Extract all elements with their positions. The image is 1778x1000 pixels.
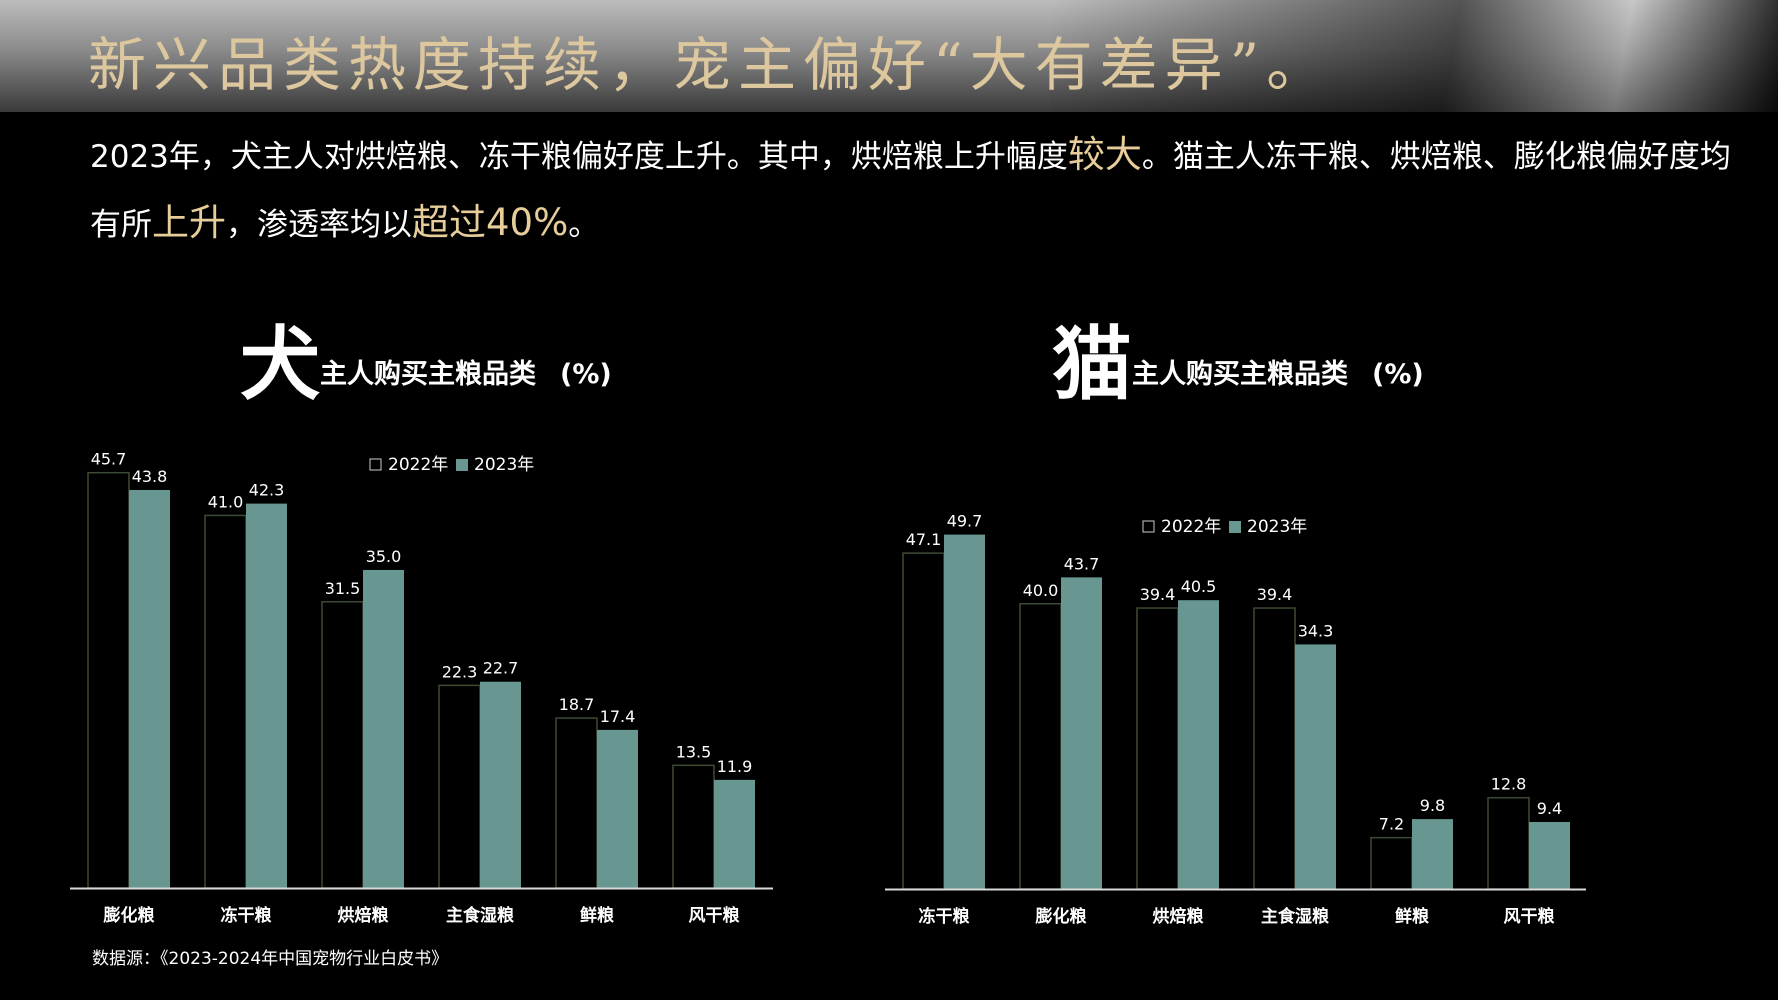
dog-bar-2022-1 bbox=[204, 514, 247, 889]
dog-category-label-2: 烘焙粮 bbox=[338, 905, 389, 926]
intro-text-3: ，渗透率均以 bbox=[226, 207, 412, 243]
dog-label-2023-5: 11.9 bbox=[717, 757, 753, 776]
cat-legend-swatch-2022 bbox=[1142, 520, 1155, 533]
cat-bar-2023-5 bbox=[1529, 821, 1570, 889]
cat-label-2022-2: 39.4 bbox=[1140, 585, 1176, 604]
cat-label-2022-1: 40.0 bbox=[1023, 581, 1059, 600]
dog-category-label-1: 冻干粮 bbox=[221, 905, 272, 926]
intro-text-1: 2023年，犬主人对烘焙粮、冻干粮偏好度上升。其中，烘焙粮上升幅度 bbox=[90, 139, 1068, 175]
dog-label-2022-0: 45.7 bbox=[91, 450, 127, 469]
dog-label-2023-0: 43.8 bbox=[132, 467, 168, 486]
dog-label-2023-2: 35.0 bbox=[366, 547, 402, 566]
dog-bar-2022-4 bbox=[555, 717, 598, 889]
dog-bar-2022-5 bbox=[672, 764, 715, 889]
cat-bar-2023-1 bbox=[1061, 577, 1102, 889]
dog-bar-2022-0 bbox=[87, 471, 130, 889]
cat-category-label-5: 风干粮 bbox=[1504, 906, 1555, 927]
dog-title-big: 犬 bbox=[240, 318, 320, 411]
intro-paragraph: 2023年，犬主人对烘焙粮、冻干粮偏好度上升。其中，烘焙粮上升幅度较大。猫主人冻… bbox=[90, 122, 1750, 258]
dog-bar-2023-5 bbox=[714, 779, 755, 888]
cat-category-label-0: 冻干粮 bbox=[919, 906, 970, 927]
cat-label-2023-0: 49.7 bbox=[947, 512, 983, 531]
dog-label-2023-1: 42.3 bbox=[249, 481, 285, 500]
cat-label-2022-4: 7.2 bbox=[1379, 815, 1404, 834]
dog-bar-2022-3 bbox=[438, 684, 481, 889]
dog-category-label-4: 鲜粮 bbox=[580, 905, 614, 926]
cat-label-2023-5: 9.4 bbox=[1537, 799, 1562, 818]
dog-category-label-0: 膨化粮 bbox=[104, 905, 155, 926]
intro-text-2: 。猫主人冻干粮、烘焙粮、膨化粮偏好度均有所 bbox=[90, 139, 1731, 243]
cat-bar-2023-3 bbox=[1295, 644, 1336, 889]
cat-title-text: 主人购买主粮品类 bbox=[1132, 359, 1348, 390]
dog-category-label-5: 风干粮 bbox=[689, 905, 740, 926]
cat-category-label-1: 膨化粮 bbox=[1036, 906, 1087, 927]
cat-bar-2023-4 bbox=[1412, 819, 1453, 889]
page-title: 新兴品类热度持续，宠主偏好“大有差异”。 bbox=[88, 31, 1332, 99]
dog-bar-2023-0 bbox=[129, 489, 170, 888]
cat-category-label-2: 烘焙粮 bbox=[1153, 906, 1204, 927]
cat-label-2023-2: 40.5 bbox=[1181, 577, 1217, 596]
cat-legend-label-2022: 2022年 bbox=[1161, 517, 1221, 537]
title-bar: 新兴品类热度持续，宠主偏好“大有差异”。 bbox=[0, 0, 1778, 112]
intro-highlight-2: 上升 bbox=[152, 201, 226, 244]
cat-bar-2023-2 bbox=[1178, 600, 1219, 889]
intro-highlight-3: 超过40% bbox=[412, 201, 569, 244]
cat-label-2022-0: 47.1 bbox=[906, 530, 942, 549]
cat-title-big: 猫 bbox=[1052, 318, 1132, 411]
cat-legend-label-2023: 2023年 bbox=[1247, 517, 1307, 537]
dog-label-2022-1: 41.0 bbox=[208, 492, 244, 511]
cat-label-2022-5: 12.8 bbox=[1491, 775, 1527, 794]
cat-bar-2022-0 bbox=[902, 552, 945, 890]
data-source: 数据源：《2023-2024年中国宠物行业白皮书》 bbox=[92, 949, 449, 969]
cat-category-label-4: 鲜粮 bbox=[1395, 906, 1429, 927]
dog-label-2023-3: 22.7 bbox=[483, 659, 519, 678]
dog-legend-swatch-2023 bbox=[456, 459, 468, 471]
dog-bar-2023-4 bbox=[597, 729, 638, 888]
cat-bar-2022-3 bbox=[1253, 607, 1296, 890]
dog-title-unit: (%) bbox=[560, 359, 612, 390]
dog-bar-2022-2 bbox=[321, 601, 364, 889]
cat-chart-title: 猫主人购买主粮品类 (%) bbox=[1052, 300, 1424, 416]
cat-label-2023-3: 34.3 bbox=[1298, 621, 1334, 640]
dog-chart-title: 犬主人购买主粮品类 (%) bbox=[240, 300, 612, 416]
dog-bar-chart: 45.7 43.8 膨化粮 41.0 42.3 冻干粮 31.5 35.0 烘焙粮 22.3 22.… bbox=[70, 450, 773, 926]
cat-bar-2022-1 bbox=[1019, 603, 1062, 890]
dog-category-label-3: 主食湿粮 bbox=[446, 905, 514, 926]
dog-legend-swatch-2022 bbox=[369, 458, 382, 471]
cat-label-2022-3: 39.4 bbox=[1257, 585, 1293, 604]
cat-bar-2022-2 bbox=[1136, 607, 1179, 890]
dog-label-2023-4: 17.4 bbox=[600, 707, 636, 726]
cat-bar-2023-0 bbox=[944, 534, 985, 889]
cat-title-unit: (%) bbox=[1372, 359, 1424, 390]
cat-bar-chart: 47.1 49.7 冻干粮 40.0 43.7 膨化粮 39.4 40.5 烘焙粮 39.4 34.… bbox=[885, 512, 1586, 927]
dog-legend-label-2022: 2022年 bbox=[388, 455, 448, 475]
dog-label-2022-2: 31.5 bbox=[325, 579, 361, 598]
dog-legend-label-2023: 2023年 bbox=[474, 455, 534, 475]
cat-label-2023-4: 9.8 bbox=[1420, 796, 1445, 815]
dog-title-text: 主人购买主粮品类 bbox=[320, 359, 536, 390]
cat-label-2023-1: 43.7 bbox=[1064, 554, 1100, 573]
intro-highlight-1: 较大 bbox=[1067, 133, 1142, 176]
dog-label-2022-5: 13.5 bbox=[676, 742, 712, 761]
intro-text-4: 。 bbox=[568, 207, 600, 243]
cat-bar-2022-4 bbox=[1370, 836, 1413, 890]
dog-bar-2023-3 bbox=[480, 681, 521, 888]
dog-bar-2023-1 bbox=[246, 503, 287, 888]
cat-legend-swatch-2023 bbox=[1229, 521, 1241, 533]
dog-label-2022-4: 18.7 bbox=[559, 695, 595, 714]
dog-label-2022-3: 22.3 bbox=[442, 662, 478, 681]
cat-category-label-3: 主食湿粮 bbox=[1261, 906, 1329, 927]
cat-bar-2022-5 bbox=[1487, 796, 1530, 890]
dog-bar-2023-2 bbox=[363, 569, 404, 888]
